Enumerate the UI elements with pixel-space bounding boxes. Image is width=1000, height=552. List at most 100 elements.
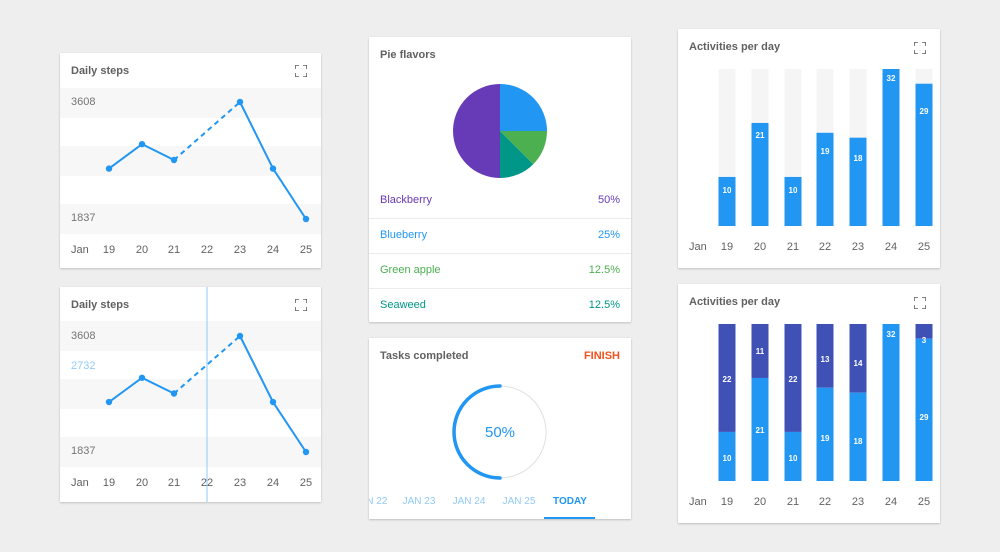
bar-value-label: 11 — [755, 347, 765, 356]
legend-pct: 12.5% — [588, 299, 620, 311]
card-title: Daily steps — [71, 299, 130, 311]
grid-band — [60, 321, 321, 351]
bar-segment-top — [849, 324, 867, 393]
y-max-label: 3608 — [71, 96, 96, 108]
bar-segment-bottom — [751, 377, 769, 481]
dashed-line-segment — [173, 101, 241, 161]
bar-value-label: 10 — [722, 186, 732, 195]
divider — [369, 253, 631, 254]
bar-value-label: 10 — [722, 454, 732, 463]
bar-segment-bottom — [849, 392, 867, 481]
x-label: Jan — [689, 496, 707, 508]
bar-segment-top — [915, 324, 933, 339]
x-label: 19 — [102, 477, 116, 489]
line-segment — [272, 401, 307, 453]
bar-segment-bottom — [784, 431, 802, 481]
daily-steps-card: Daily steps 3608 1837 Jan 19 20 21 22 23… — [60, 53, 321, 268]
bar — [882, 69, 900, 226]
data-point — [105, 398, 113, 406]
data-point — [170, 156, 178, 164]
active-tab-indicator — [544, 517, 595, 519]
bar-value-label: 22 — [788, 375, 798, 384]
line-segment — [239, 101, 274, 170]
legend-row-seaweed[interactable]: Seaweed 12.5% — [380, 299, 620, 313]
legend-name: Seaweed — [380, 299, 426, 311]
legend-row-blackberry[interactable]: Blackberry 50% — [380, 194, 620, 208]
card-title: Activities per day — [689, 41, 781, 53]
data-point — [302, 448, 310, 456]
tab-jan-24[interactable]: JAN 24 — [452, 496, 486, 507]
pie-slice-seaweed — [500, 131, 534, 178]
pie-chart — [453, 84, 547, 178]
legend-pct: 25% — [597, 229, 620, 241]
x-label: 20 — [753, 496, 767, 508]
data-point — [236, 332, 244, 340]
legend-name: Blackberry — [380, 194, 432, 206]
bar-value-label: 10 — [788, 186, 798, 195]
bar — [816, 132, 834, 226]
bar-value-label: 29 — [919, 413, 929, 422]
bar-segment-top — [751, 324, 769, 378]
x-label: 23 — [233, 477, 247, 489]
line-segment — [141, 143, 175, 161]
progress-ring — [452, 384, 547, 480]
card-title: Daily steps — [71, 65, 130, 77]
x-label: 19 — [720, 241, 734, 253]
bar-segment-top — [718, 324, 736, 432]
line-segment — [108, 376, 143, 403]
line-segment — [141, 376, 175, 395]
bar-value-label: 21 — [755, 131, 765, 140]
legend-pct: 50% — [597, 194, 620, 206]
y-min-label: 1837 — [71, 445, 96, 457]
x-label: 21 — [167, 477, 181, 489]
data-point — [269, 398, 277, 406]
bar-segment-top — [784, 324, 802, 432]
x-label: 24 — [884, 241, 898, 253]
finish-button[interactable]: FINISH — [583, 350, 620, 362]
legend-row-blueberry[interactable]: Blueberry 25% — [380, 229, 620, 243]
steps-line-chart[interactable] — [60, 287, 321, 502]
legend-row-green-apple[interactable]: Green apple 12.5% — [380, 264, 620, 278]
bar-value-label: 18 — [853, 437, 863, 446]
x-label: Jan — [71, 477, 89, 489]
grid-band — [60, 379, 321, 409]
tab-today[interactable]: TODAY — [553, 496, 587, 507]
tab-jan-23[interactable]: JAN 23 — [402, 496, 436, 507]
progress-label: 50% — [484, 424, 516, 441]
x-label: 20 — [135, 244, 149, 256]
data-point — [269, 165, 277, 172]
tab-jan-25[interactable]: JAN 25 — [502, 496, 536, 507]
y-max-label: 3608 — [71, 330, 96, 342]
data-point — [170, 390, 178, 397]
x-label: Jan — [71, 244, 89, 256]
activities-stacked-card: Activities per day 10 21 10 19 18 32 29 … — [678, 284, 940, 523]
bar-value-label: 14 — [853, 359, 863, 368]
x-label: 22 — [200, 477, 214, 489]
legend-pct: 12.5% — [588, 264, 620, 276]
x-label: 23 — [851, 241, 865, 253]
bar-value-label: 29 — [919, 107, 929, 116]
pie-slice-blueberry — [500, 84, 547, 131]
divider — [369, 218, 631, 219]
pie-slice-blackberry — [453, 84, 500, 178]
x-label: 23 — [851, 496, 865, 508]
x-label: 25 — [917, 241, 931, 253]
activities-bar-chart — [718, 69, 933, 226]
card-title: Pie flavors — [380, 49, 436, 61]
bar-value-label: 19 — [820, 147, 830, 156]
bar-value-label: 32 — [886, 330, 896, 339]
x-label: 23 — [233, 244, 247, 256]
bar-value-label: 22 — [722, 375, 732, 384]
dashed-line-segment — [173, 335, 241, 395]
x-label: 22 — [818, 496, 832, 508]
tab-jan-22[interactable]: JAN 22 — [369, 496, 388, 507]
grid-band — [60, 146, 321, 176]
x-label: 25 — [299, 477, 313, 489]
grid-band — [60, 204, 321, 234]
data-point — [105, 165, 113, 172]
bar — [718, 176, 736, 226]
grid-band — [60, 437, 321, 467]
legend-name: Blueberry — [380, 229, 428, 241]
x-label: 25 — [917, 496, 931, 508]
bar-segment-bottom — [718, 431, 736, 481]
